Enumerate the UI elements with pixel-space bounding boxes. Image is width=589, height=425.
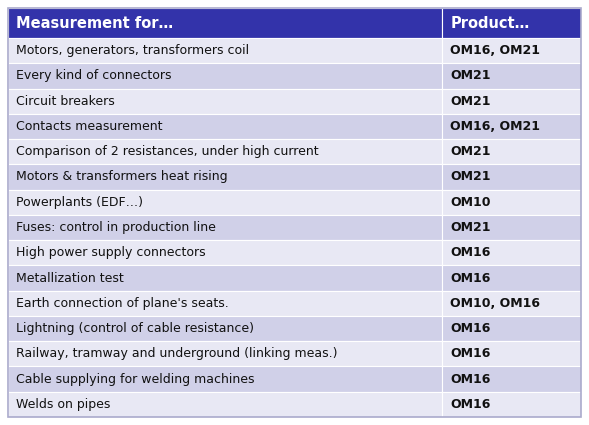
Text: Lightning (control of cable resistance): Lightning (control of cable resistance) bbox=[16, 322, 254, 335]
Text: Motors, generators, transformers coil: Motors, generators, transformers coil bbox=[16, 44, 249, 57]
Text: High power supply connectors: High power supply connectors bbox=[16, 246, 206, 259]
Text: Motors & transformers heat rising: Motors & transformers heat rising bbox=[16, 170, 227, 184]
Text: OM16: OM16 bbox=[451, 373, 491, 385]
Text: Metallization test: Metallization test bbox=[16, 272, 124, 284]
Bar bbox=[8, 215, 442, 240]
Bar bbox=[442, 88, 581, 114]
Bar bbox=[442, 366, 581, 392]
Text: Fuses: control in production line: Fuses: control in production line bbox=[16, 221, 216, 234]
Bar bbox=[8, 63, 442, 88]
Bar bbox=[8, 164, 442, 190]
Bar bbox=[8, 240, 442, 265]
Text: Welds on pipes: Welds on pipes bbox=[16, 398, 110, 411]
Bar bbox=[8, 190, 442, 215]
Text: Circuit breakers: Circuit breakers bbox=[16, 95, 115, 108]
Text: Comparison of 2 resistances, under high current: Comparison of 2 resistances, under high … bbox=[16, 145, 319, 158]
Bar bbox=[442, 291, 581, 316]
Bar bbox=[442, 8, 581, 38]
Text: OM16, OM21: OM16, OM21 bbox=[451, 44, 540, 57]
Text: OM16: OM16 bbox=[451, 347, 491, 360]
Text: OM16: OM16 bbox=[451, 398, 491, 411]
Bar bbox=[8, 291, 442, 316]
Text: OM16: OM16 bbox=[451, 246, 491, 259]
Bar bbox=[442, 190, 581, 215]
Text: OM16: OM16 bbox=[451, 322, 491, 335]
Text: OM21: OM21 bbox=[451, 69, 491, 82]
Bar bbox=[442, 114, 581, 139]
Bar bbox=[8, 366, 442, 392]
Text: OM21: OM21 bbox=[451, 145, 491, 158]
Bar bbox=[442, 240, 581, 265]
Text: OM16, OM21: OM16, OM21 bbox=[451, 120, 540, 133]
Bar bbox=[8, 392, 442, 417]
Text: Cable supplying for welding machines: Cable supplying for welding machines bbox=[16, 373, 254, 385]
Text: OM10, OM16: OM10, OM16 bbox=[451, 297, 540, 310]
Bar bbox=[442, 38, 581, 63]
Text: Earth connection of plane's seats.: Earth connection of plane's seats. bbox=[16, 297, 229, 310]
Text: OM21: OM21 bbox=[451, 170, 491, 184]
Text: Railway, tramway and underground (linking meas.): Railway, tramway and underground (linkin… bbox=[16, 347, 337, 360]
Bar bbox=[442, 164, 581, 190]
Text: Product…: Product… bbox=[451, 15, 530, 31]
Text: Powerplants (EDF…): Powerplants (EDF…) bbox=[16, 196, 143, 209]
Text: OM10: OM10 bbox=[451, 196, 491, 209]
Bar bbox=[8, 88, 442, 114]
Bar bbox=[442, 316, 581, 341]
Bar bbox=[442, 139, 581, 164]
Bar bbox=[442, 392, 581, 417]
Bar bbox=[8, 38, 442, 63]
Text: Measurement for…: Measurement for… bbox=[16, 15, 173, 31]
Text: Contacts measurement: Contacts measurement bbox=[16, 120, 163, 133]
Bar bbox=[8, 341, 442, 366]
Bar bbox=[8, 114, 442, 139]
Text: OM16: OM16 bbox=[451, 272, 491, 284]
Bar bbox=[8, 265, 442, 291]
Bar bbox=[8, 316, 442, 341]
Bar bbox=[442, 215, 581, 240]
Text: OM21: OM21 bbox=[451, 95, 491, 108]
Bar bbox=[8, 139, 442, 164]
Bar bbox=[442, 63, 581, 88]
Text: OM21: OM21 bbox=[451, 221, 491, 234]
Bar bbox=[442, 265, 581, 291]
Bar bbox=[8, 8, 442, 38]
Bar bbox=[442, 341, 581, 366]
Text: Every kind of connectors: Every kind of connectors bbox=[16, 69, 171, 82]
